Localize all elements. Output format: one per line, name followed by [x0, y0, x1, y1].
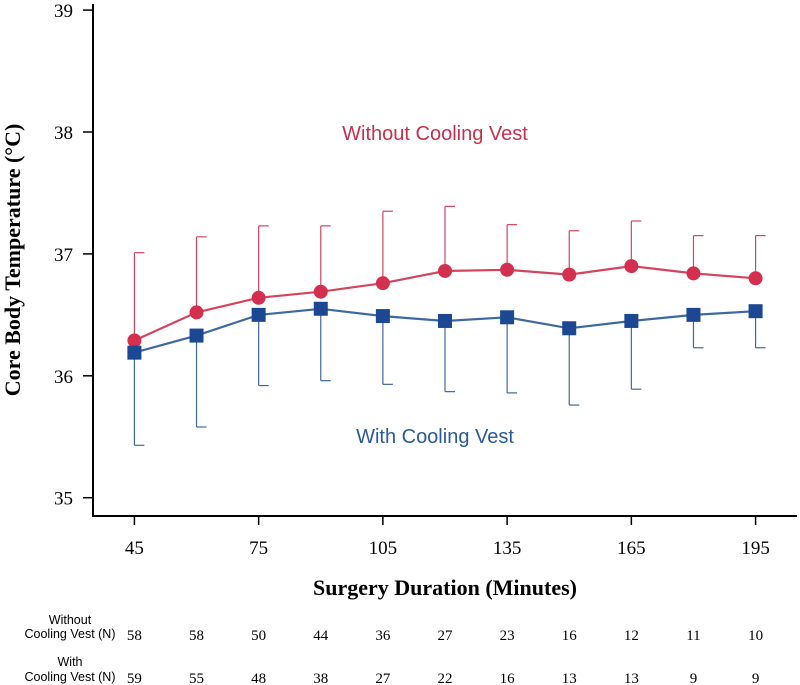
row-label-without-line2: Cooling Vest (N) [24, 627, 115, 641]
marker-without-vest [748, 271, 763, 286]
row-label-without-line1: Without [49, 613, 92, 627]
y-tick-label: 36 [54, 367, 73, 388]
x-tick-label: 195 [741, 538, 770, 559]
count-cell: 13 [624, 671, 639, 685]
counts-table: Without Cooling Vest (N) With Cooling Ve… [24, 613, 763, 685]
row-label-with-line2: Cooling Vest (N) [24, 670, 115, 684]
marker-with-vest [748, 304, 763, 319]
series-label-without-vest: Without Cooling Vest [342, 123, 528, 145]
count-cell: 16 [500, 671, 516, 685]
count-cell: 13 [562, 671, 577, 685]
count-cell: 22 [438, 671, 453, 685]
count-cell: 58 [127, 628, 142, 644]
marker-without-vest [624, 259, 639, 274]
x-axis-title: Surgery Duration (Minutes) [313, 575, 577, 600]
count-cell: 27 [438, 628, 454, 644]
count-row-without: 58 58 50 44 36 27 23 16 12 11 10 [127, 628, 763, 644]
y-tick-label: 39 [54, 1, 73, 22]
marker-with-vest [686, 307, 701, 322]
marker-without-vest [375, 276, 390, 291]
data-markers [127, 259, 763, 360]
marker-without-vest [686, 266, 701, 281]
y-axis-ticks: 35 36 37 38 39 [54, 1, 93, 510]
marker-without-vest [562, 267, 577, 282]
y-tick-label: 38 [54, 123, 73, 144]
marker-with-vest [375, 309, 390, 324]
count-cell: 9 [690, 671, 698, 685]
y-axis-title: Core Body Temperature (°C) [0, 124, 25, 397]
marker-without-vest [127, 333, 142, 348]
count-cell: 10 [748, 628, 763, 644]
marker-without-vest [438, 263, 452, 278]
count-cell: 44 [313, 628, 329, 644]
count-cell: 50 [251, 628, 266, 644]
marker-with-vest [562, 321, 577, 336]
count-cell: 12 [624, 628, 639, 644]
count-cell: 48 [251, 671, 266, 685]
row-label-with-line1: With [58, 655, 83, 669]
marker-with-vest [189, 328, 204, 343]
x-tick-label: 165 [617, 538, 646, 559]
marker-without-vest [313, 284, 328, 299]
x-tick-label: 75 [249, 538, 268, 559]
series-label-with-vest: With Cooling Vest [356, 426, 514, 448]
marker-without-vest [251, 290, 266, 305]
y-tick-label: 37 [54, 245, 73, 266]
marker-with-vest [500, 310, 515, 325]
x-tick-label: 45 [125, 538, 144, 559]
count-cell: 36 [375, 628, 391, 644]
x-axis-ticks: 45 75 105 135 165 195 [125, 516, 770, 559]
count-cell: 11 [686, 628, 700, 644]
count-cell: 9 [752, 671, 760, 685]
count-cell: 38 [313, 671, 328, 685]
marker-with-vest [313, 301, 328, 316]
count-cell: 27 [375, 671, 391, 685]
marker-without-vest [500, 262, 515, 277]
count-row-with: 59 55 48 38 27 22 16 13 13 9 9 [127, 671, 759, 685]
x-tick-label: 135 [493, 538, 522, 559]
marker-with-vest [624, 313, 639, 328]
marker-without-vest [189, 305, 204, 320]
marker-with-vest [438, 313, 452, 328]
marker-with-vest [251, 307, 266, 322]
count-cell: 58 [189, 628, 204, 644]
x-tick-label: 105 [369, 538, 398, 559]
count-cell: 55 [189, 671, 204, 685]
error-bars [133, 205, 766, 446]
y-tick-label: 35 [54, 489, 73, 510]
count-cell: 23 [500, 628, 515, 644]
count-cell: 16 [562, 628, 578, 644]
count-cell: 59 [127, 671, 142, 685]
marker-with-vest [127, 345, 142, 360]
